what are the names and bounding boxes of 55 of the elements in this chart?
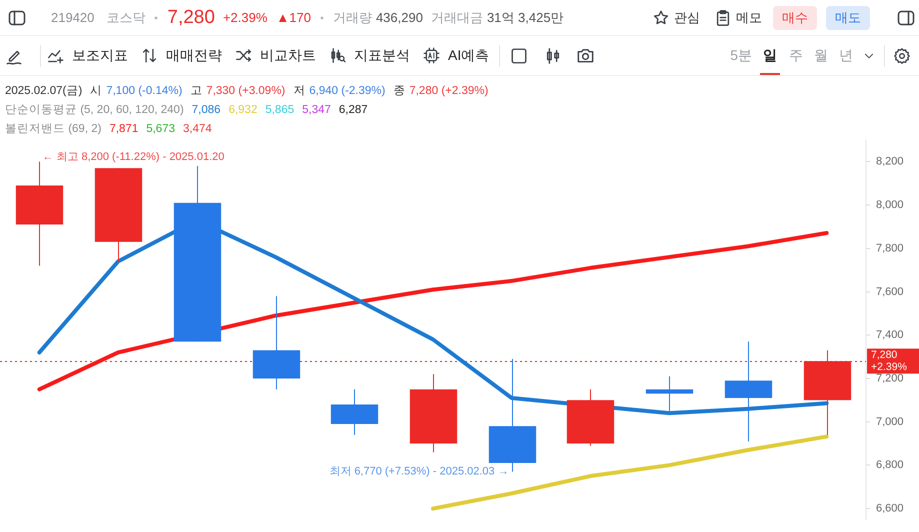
text: 6,287 bbox=[338, 104, 368, 116]
text: 시 bbox=[90, 84, 102, 98]
text: 메모 bbox=[736, 8, 762, 26]
text: 5,347 bbox=[302, 104, 331, 116]
text: 6,932 bbox=[228, 104, 258, 116]
text: 일 bbox=[763, 46, 777, 64]
annotation: ← 최고 8,200 (-11.22%) - 2025.01.20 bbox=[42, 151, 224, 164]
annotation: 최저 6,770 (+7.53%) - 2025.02.03 → bbox=[329, 466, 509, 478]
text: 7,330 (+3.09%) bbox=[206, 84, 286, 96]
text: 고 bbox=[190, 84, 202, 98]
text: 관심 bbox=[674, 8, 700, 26]
text: 저 bbox=[293, 84, 306, 98]
text: 단순이동평균 (5, 20, 60, 120, 240) bbox=[5, 103, 184, 117]
y-tick-label: 8,200 bbox=[876, 156, 904, 168]
text: 종 bbox=[393, 84, 406, 98]
text: 볼린저밴드 (69, 2) bbox=[5, 122, 102, 136]
y-tick-label: 6,600 bbox=[876, 502, 904, 515]
text: 7,280 (+2.39%) bbox=[409, 84, 488, 96]
y-tick-label: 6,800 bbox=[876, 459, 904, 472]
text: 월 bbox=[814, 46, 828, 64]
text: 5,673 bbox=[146, 122, 175, 134]
text: 436,290 bbox=[376, 10, 423, 25]
text: 3,474 bbox=[183, 122, 212, 134]
text: 2025.02.07(금) bbox=[5, 84, 82, 98]
candlestick bbox=[646, 376, 694, 414]
text: 7,100 (-0.14%) bbox=[106, 84, 182, 96]
y-tick-label: 7,600 bbox=[876, 286, 904, 298]
y-tick-label: 8,000 bbox=[876, 199, 904, 212]
y-tick-label: 7,800 bbox=[876, 242, 904, 254]
text: 7,871 bbox=[109, 122, 138, 134]
text: 비교차트 bbox=[260, 46, 316, 64]
text: 코스닥 bbox=[106, 8, 146, 26]
text: 지표분석 bbox=[354, 46, 410, 64]
text: 7,086 bbox=[192, 104, 221, 116]
text: AI예측 bbox=[448, 46, 490, 64]
button: 매수 bbox=[773, 6, 817, 30]
text: 매매전략 bbox=[166, 46, 222, 64]
text: ▲170 bbox=[276, 10, 311, 25]
y-tick-label: 7,200 bbox=[876, 372, 904, 385]
y-tick-label: 7,400 bbox=[876, 329, 904, 342]
text: 219420 bbox=[51, 10, 94, 25]
y-tick-label: 7,000 bbox=[876, 416, 904, 428]
text: 거래대금 bbox=[430, 8, 483, 26]
text: 주 bbox=[789, 46, 803, 64]
text: 6,940 (-2.39%) bbox=[309, 84, 386, 96]
text: 보조지표 bbox=[72, 46, 128, 64]
text: 31억 3,425만 bbox=[486, 8, 564, 26]
text: 5분 bbox=[730, 46, 752, 64]
text: +2.39% bbox=[222, 10, 268, 25]
text: 5,865 bbox=[265, 104, 294, 116]
text: 거래량 bbox=[332, 8, 372, 26]
button: 매도 bbox=[826, 6, 870, 30]
text: 년 bbox=[839, 46, 853, 64]
text: 7,280 bbox=[167, 6, 215, 28]
ref-line-label: 7,280 +2.39% bbox=[871, 349, 907, 374]
